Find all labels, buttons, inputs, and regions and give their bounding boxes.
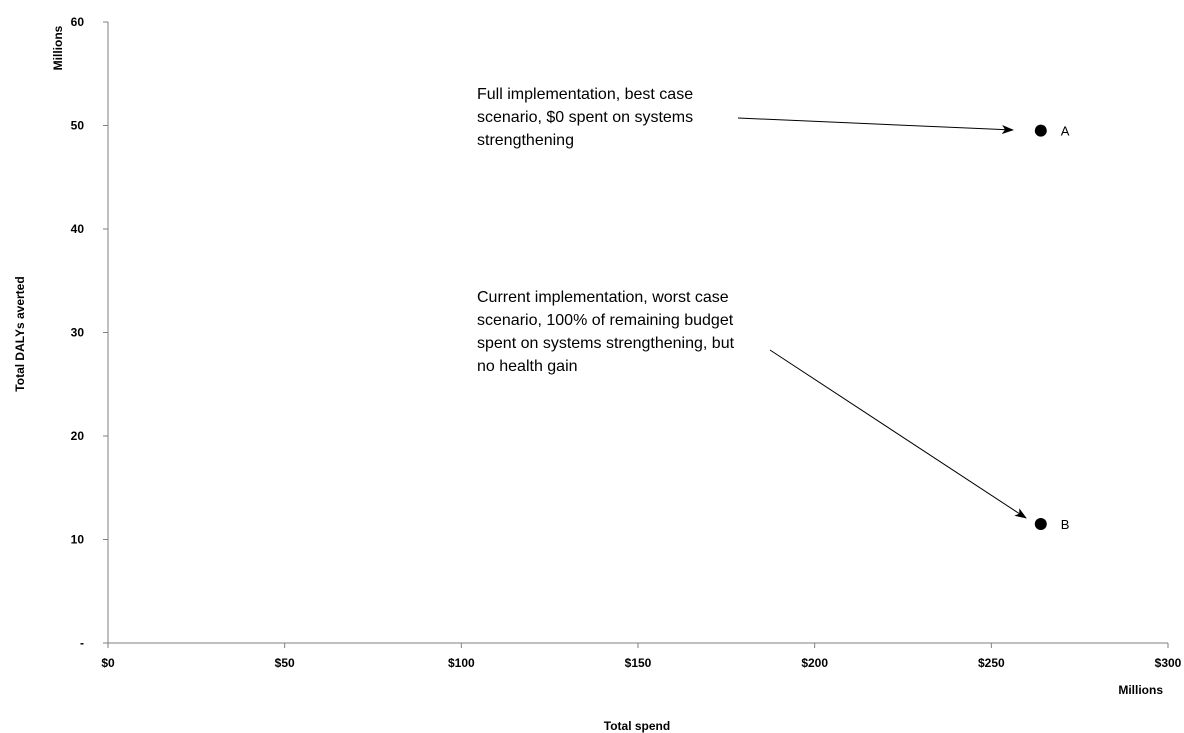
y-tick-label: 50 bbox=[71, 119, 85, 133]
annotation-line: Current implementation, worst case bbox=[477, 289, 729, 306]
point-label-a: A bbox=[1061, 124, 1070, 139]
data-point-b bbox=[1034, 517, 1047, 530]
annotation-line: no health gain bbox=[477, 358, 578, 375]
x-tick-label: $250 bbox=[978, 656, 1005, 670]
axes bbox=[103, 21, 1169, 648]
x-axis-title: Total spend bbox=[604, 719, 670, 733]
y-tick-label: 60 bbox=[71, 15, 85, 29]
y-tick-label: 40 bbox=[71, 222, 85, 236]
data-point-a bbox=[1034, 124, 1047, 137]
annotation-line: scenario, 100% of remaining budget bbox=[477, 312, 734, 329]
annotation-arrow-a bbox=[737, 117, 1014, 135]
y-tick-label: 20 bbox=[71, 429, 85, 443]
annotation-line: scenario, $0 spent on systems bbox=[477, 109, 693, 126]
x-axis-unit: Millions bbox=[1118, 683, 1163, 697]
x-tick-label: $0 bbox=[101, 656, 115, 670]
x-tick-label: $50 bbox=[275, 656, 295, 670]
annotation-text-a: Full implementation, best case scenario, … bbox=[477, 86, 693, 149]
point-label-b: B bbox=[1061, 517, 1070, 532]
axis-titles: Total DALYs averted Millions Total spend… bbox=[13, 25, 1163, 733]
x-tick-label: $300 bbox=[1155, 656, 1182, 670]
annotation-b: Current implementation, worst case scenar… bbox=[477, 289, 1027, 519]
annotations: Full implementation, best case scenario, … bbox=[477, 86, 1027, 519]
x-tick-label: $200 bbox=[801, 656, 828, 670]
annotation-line: strengthening bbox=[477, 132, 574, 149]
y-axis-unit: Millions bbox=[51, 25, 65, 70]
y-tick-label: 30 bbox=[71, 326, 85, 340]
x-tick-label: $150 bbox=[625, 656, 652, 670]
y-tick-label: 10 bbox=[71, 533, 85, 547]
tick-labels: - 10 20 30 40 50 60 $0 $50 $100 $150 $200 $250 $300 bbox=[71, 15, 1182, 670]
x-tick-label: $100 bbox=[448, 656, 475, 670]
annotation-a: Full implementation, best case scenario, … bbox=[477, 86, 1014, 149]
y-tick-label: - bbox=[80, 636, 84, 650]
annotation-text-b: Current implementation, worst case scenar… bbox=[477, 289, 735, 375]
y-axis-title: Total DALYs averted bbox=[13, 276, 27, 391]
annotation-line: Full implementation, best case bbox=[477, 86, 693, 103]
annotation-arrow-b bbox=[769, 349, 1027, 519]
annotation-line: spent on systems strengthening, but bbox=[477, 335, 735, 352]
data-points: AB bbox=[1034, 124, 1070, 532]
